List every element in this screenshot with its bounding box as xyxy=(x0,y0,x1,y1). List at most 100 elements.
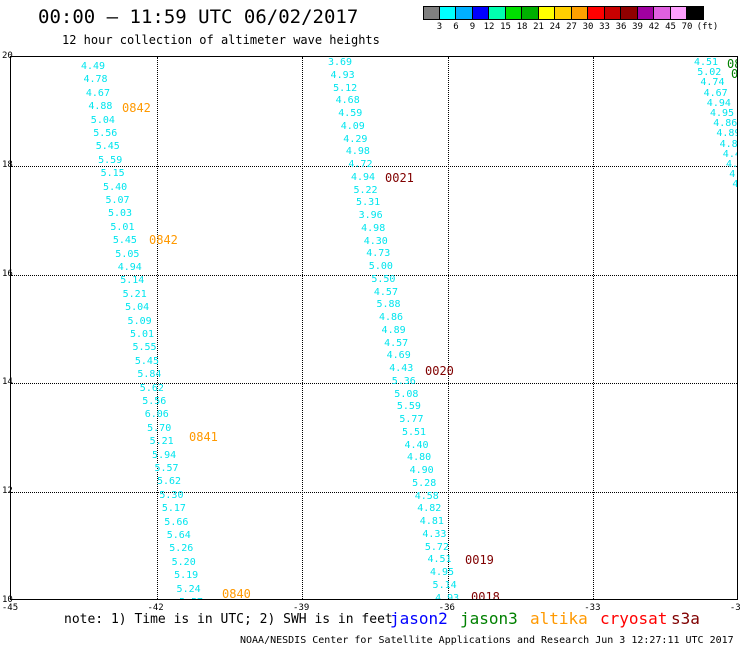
wave-height-value: 5.55 xyxy=(132,342,157,354)
grid-line-lat xyxy=(11,165,737,167)
wave-height-value: 5.94 xyxy=(152,449,177,461)
map-title: 00:00 – 11:59 UTC 06/02/2017 xyxy=(38,6,359,28)
wave-height-value: 4.81 xyxy=(419,516,444,527)
wave-height-value: 5.20 xyxy=(171,556,196,568)
wave-height-value: 5.77 xyxy=(399,414,424,425)
pass-time-label: 0841 xyxy=(189,430,218,444)
wave-height-value: 5.21 xyxy=(122,288,147,300)
wave-height-value: 5.70 xyxy=(147,422,172,434)
wave-height-value: 5.45 xyxy=(95,141,120,153)
wave-height-value: 4.69 xyxy=(386,350,411,362)
wave-height-value: 4.51 xyxy=(694,57,719,68)
wave-height-value: 5.30 xyxy=(159,489,184,501)
wave-height-value: 5.26 xyxy=(169,543,194,555)
scale-label: 9 xyxy=(469,22,476,32)
wave-height-value: 4.30 xyxy=(363,235,388,247)
wave-height-value: 4.93 xyxy=(330,69,355,81)
wave-height-value: 5.01 xyxy=(110,221,135,233)
wave-height-value: 5.36 xyxy=(391,375,416,387)
wave-height-value: 4.33 xyxy=(422,528,447,540)
wave-height-value: 4.58 xyxy=(414,490,439,502)
lon-label: -30 xyxy=(729,603,740,613)
scale-label: 39 xyxy=(632,22,643,32)
wave-height-value: 5.59 xyxy=(396,401,421,413)
lon-label: -45 xyxy=(1,603,19,613)
wave-height-value: 4.88 xyxy=(88,101,113,113)
wave-height-value: 5.03 xyxy=(107,208,133,220)
wave-height-value: 5.31 xyxy=(356,197,381,209)
lon-label: -36 xyxy=(438,603,455,613)
scale-label: 21 xyxy=(533,22,544,32)
pass-time-label: 0018 xyxy=(471,590,500,600)
wave-height-value: 4.67 xyxy=(703,87,728,99)
scale-swatch xyxy=(505,6,522,20)
wave-height-value: 4.74 xyxy=(700,77,725,89)
scale-swatch xyxy=(687,6,704,20)
wave-height-value: 5.51 xyxy=(401,426,427,438)
grid-line-lon xyxy=(302,57,304,599)
wave-height-value: 5.40 xyxy=(103,181,128,193)
credit-line: NOAA/NESDIS Center for Satellite Applica… xyxy=(240,635,734,646)
pass-time-label: 0 xyxy=(731,67,738,81)
wave-height-value: 4.5 xyxy=(732,179,738,191)
wave-height-value: 5.45 xyxy=(112,235,137,247)
altimeter-map: 4.49 4.78 4.67 4.88 5.04 5.56 5.45 5.59 5.15 5.40… xyxy=(10,56,738,600)
wave-height-value: 5.88 xyxy=(376,299,401,311)
wave-height-value: 4.95 xyxy=(710,108,735,119)
wave-height-value: 5.59 xyxy=(98,154,123,166)
grid-line-lon xyxy=(447,57,449,599)
wave-height-value: 4.89 xyxy=(719,138,738,150)
wave-height-value: 4.4 xyxy=(722,148,737,160)
scale-swatch xyxy=(423,6,440,20)
lon-label: -39 xyxy=(293,603,310,613)
scale-unit: (ft) xyxy=(696,22,719,32)
wave-height-value: 5.17 xyxy=(161,503,186,515)
wave-height-value: 5.12 xyxy=(333,82,358,94)
scale-swatch xyxy=(456,6,473,20)
wave-height-value: 4.49 xyxy=(81,61,106,72)
wave-height-value: 4.57 xyxy=(373,286,398,298)
lon-label: -33 xyxy=(584,603,601,613)
grid-line-lon xyxy=(593,57,595,599)
wave-height-value: 3.96 xyxy=(358,210,383,221)
grid-line-lat xyxy=(11,492,737,494)
scale-swatch xyxy=(472,6,489,20)
scale-swatch xyxy=(604,6,621,20)
pass-time-label: 0021 xyxy=(385,171,414,185)
wave-height-value: 5.72 xyxy=(424,541,449,553)
wave-height-value: 5.84 xyxy=(137,369,162,381)
legend-cryosat: cryosat xyxy=(600,609,668,628)
wave-height-value: 4.67 xyxy=(85,87,110,99)
wave-height-value: 5.28 xyxy=(412,477,437,489)
wave-height-value: 4.95 xyxy=(430,567,455,578)
scale-swatch xyxy=(571,6,588,20)
scale-label: 36 xyxy=(615,22,627,32)
wave-height-value: 5.15 xyxy=(100,168,125,180)
wave-height-value: 4.78 xyxy=(83,74,108,86)
scale-label: 6 xyxy=(453,22,459,32)
wave-height-value: 4.90 xyxy=(409,465,434,476)
wave-height-value: 4.29 xyxy=(343,133,368,145)
pass-time-label: 0020 xyxy=(425,364,454,378)
grid-line-lat xyxy=(11,383,737,385)
wave-height-value: 5.62 xyxy=(156,476,182,488)
wave-height-value: 5.66 xyxy=(164,516,189,528)
wave-height-value: 4.98 xyxy=(345,146,370,158)
wave-height-value: 5.24 xyxy=(176,583,201,595)
wave-height-value: 5.56 xyxy=(93,128,118,139)
scale-label: 33 xyxy=(599,22,610,32)
wave-height-value: 4.98 xyxy=(361,222,386,234)
wave-height-value: 6.06 xyxy=(144,409,169,421)
wave-height-value: 5.07 xyxy=(105,195,130,206)
wave-height-value: 4.82 xyxy=(417,503,442,515)
wave-height-value: 4.89 xyxy=(381,324,406,336)
lat-label: 20 xyxy=(2,51,13,61)
pass-time-label: 0842 xyxy=(122,101,151,115)
scale-swatch xyxy=(621,6,638,20)
map-subtitle: 12 hour collection of altimeter wave hei… xyxy=(62,33,380,47)
wave-height-value: 4.80 xyxy=(407,452,432,464)
scale-label: 3 xyxy=(436,22,443,32)
wave-height-value: 5.09 xyxy=(127,315,152,327)
wave-height-value: 4.93 xyxy=(435,592,460,600)
lon-label: -42 xyxy=(147,603,164,613)
